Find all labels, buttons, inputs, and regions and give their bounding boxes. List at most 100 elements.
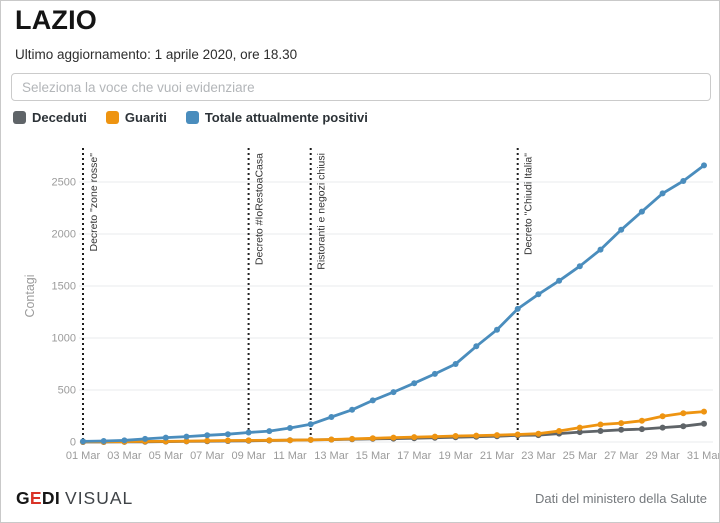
x-tick-label: 11 Mar: [273, 450, 307, 462]
data-point-guariti: [390, 434, 397, 441]
data-point-totale-attualmente-positivi: [390, 389, 397, 396]
series-line-totale-attualmente-positivi: [81, 163, 706, 443]
data-point-guariti: [369, 435, 376, 442]
x-tick-label: 31 Mar: [687, 450, 720, 462]
y-tick-label: 1500: [52, 281, 76, 293]
data-point-totale-attualmente-positivi: [473, 343, 480, 350]
last-update-text: Ultimo aggiornamento: 1 aprile 2020, ore…: [15, 47, 298, 62]
x-tick-label: 05 Mar: [149, 450, 184, 462]
y-tick-label: 2000: [52, 229, 76, 241]
annotation-label: Decreto "Chiudi Italia": [523, 153, 535, 255]
x-tick-label: 01 Mar: [66, 450, 101, 462]
x-tick-label: 07 Mar: [190, 450, 225, 462]
data-point-totale-attualmente-positivi: [307, 421, 314, 428]
data-point-guariti: [535, 430, 542, 437]
data-point-guariti: [494, 432, 500, 439]
chart-svg: 0 500 1000 1500 2000 2500 Contagi 01 Mar 03 Mar 0…: [23, 148, 720, 462]
data-point-guariti: [576, 424, 583, 431]
y-tick-label: 2500: [52, 177, 76, 189]
brand-g: G: [16, 488, 30, 508]
x-tick-label: 29 Mar: [645, 450, 680, 462]
annotation-label: Decreto "zone rosse": [88, 153, 100, 252]
data-point-guariti: [349, 435, 356, 442]
legend-item-deceduti[interactable]: Deceduti: [13, 110, 87, 125]
data-point-guariti: [266, 437, 273, 444]
data-point-guariti: [204, 437, 211, 444]
annotation-label: Ristoranti e negozi chiusi: [316, 153, 328, 270]
y-axis-title: Contagi: [23, 274, 37, 317]
data-point-guariti: [224, 437, 231, 444]
legend-label: Totale attualmente positivi: [204, 110, 368, 125]
x-tick-label: 09 Mar: [231, 450, 266, 462]
data-point-totale-attualmente-positivi: [349, 406, 356, 413]
data-point-totale-attualmente-positivi: [597, 246, 604, 253]
legend-swatch-guariti: [105, 111, 119, 124]
data-point-totale-attualmente-positivi: [162, 434, 169, 441]
highlight-search-input[interactable]: [11, 73, 711, 101]
data-point-totale-attualmente-positivi: [659, 190, 666, 197]
x-tick-label: 19 Mar: [438, 450, 473, 462]
data-point-totale-attualmente-positivi: [680, 178, 687, 184]
data-point-guariti: [411, 434, 418, 441]
data-point-totale-attualmente-positivi: [535, 291, 542, 298]
data-point-guariti: [701, 408, 707, 415]
legend-swatch-totale-attualmente-positivi: [185, 111, 199, 124]
data-point-totale-attualmente-positivi: [556, 277, 563, 284]
brand-di: DI: [41, 488, 61, 508]
data-point-totale-attualmente-positivi: [618, 226, 625, 233]
line-chart: 0 500 1000 1500 2000 2500 Contagi 01 Mar 03 Mar 0…: [1, 141, 720, 471]
legend-label: Deceduti: [32, 110, 87, 125]
x-tick-label: 15 Mar: [356, 450, 391, 462]
data-point-totale-attualmente-positivi: [452, 361, 459, 367]
legend-swatch-deceduti: [13, 111, 26, 124]
legend-label: Guariti: [124, 110, 167, 125]
y-tick-label: 0: [70, 437, 76, 449]
data-point-guariti: [307, 436, 314, 443]
data-point-guariti: [597, 421, 604, 428]
data-point-totale-attualmente-positivi: [183, 433, 190, 440]
data-point-totale-attualmente-positivi: [431, 370, 438, 377]
data-point-totale-attualmente-positivi: [514, 305, 521, 312]
data-source-text: Dati del ministero della Salute: [535, 491, 707, 506]
data-point-guariti: [452, 433, 459, 439]
data-point-totale-attualmente-positivi: [204, 432, 211, 439]
legend-item-guariti[interactable]: Guariti: [105, 110, 167, 125]
y-tick-label: 500: [58, 385, 76, 397]
data-point-guariti: [328, 436, 335, 443]
data-point-totale-attualmente-positivi: [701, 162, 707, 169]
brand-e: E: [29, 488, 42, 508]
data-point-totale-attualmente-positivi: [266, 428, 273, 435]
data-point-guariti: [287, 437, 293, 444]
data-point-deceduti: [701, 420, 707, 427]
data-point-guariti: [659, 413, 666, 420]
data-point-totale-attualmente-positivi: [224, 431, 231, 438]
brand-visual: VISUAL: [65, 488, 134, 508]
legend-item-totale-attualmente-positivi[interactable]: Totale attualmente positivi: [185, 110, 368, 125]
data-point-guariti: [473, 432, 480, 439]
x-tick-label: 03 Mar: [107, 450, 142, 462]
legend: Deceduti Guariti Totale attualmente positi…: [13, 110, 368, 125]
x-tick-label: 25 Mar: [563, 450, 598, 462]
data-point-totale-attualmente-positivi: [121, 437, 128, 444]
data-point-guariti: [245, 437, 252, 444]
data-point-deceduti: [659, 424, 666, 431]
data-point-totale-attualmente-positivi: [411, 380, 418, 387]
x-tick-label: 27 Mar: [604, 450, 639, 462]
data-point-totale-attualmente-positivi: [638, 208, 645, 215]
data-point-totale-attualmente-positivi: [494, 326, 500, 333]
data-point-deceduti: [576, 429, 583, 436]
x-tick-label: 23 Mar: [521, 450, 556, 462]
data-point-guariti: [514, 431, 521, 438]
data-point-guariti: [680, 410, 687, 417]
data-point-totale-attualmente-positivi: [328, 414, 335, 420]
x-tick-label: 13 Mar: [314, 450, 349, 462]
data-point-totale-attualmente-positivi: [245, 429, 252, 436]
data-point-guariti: [431, 433, 438, 440]
data-point-guariti: [556, 428, 563, 434]
annotation-label: Decreto #IoRestoaCasa: [254, 153, 266, 265]
data-point-deceduti: [638, 426, 645, 433]
data-point-deceduti: [597, 428, 604, 434]
page-title: LAZIO: [15, 5, 97, 35]
data-point-totale-attualmente-positivi: [369, 397, 376, 404]
